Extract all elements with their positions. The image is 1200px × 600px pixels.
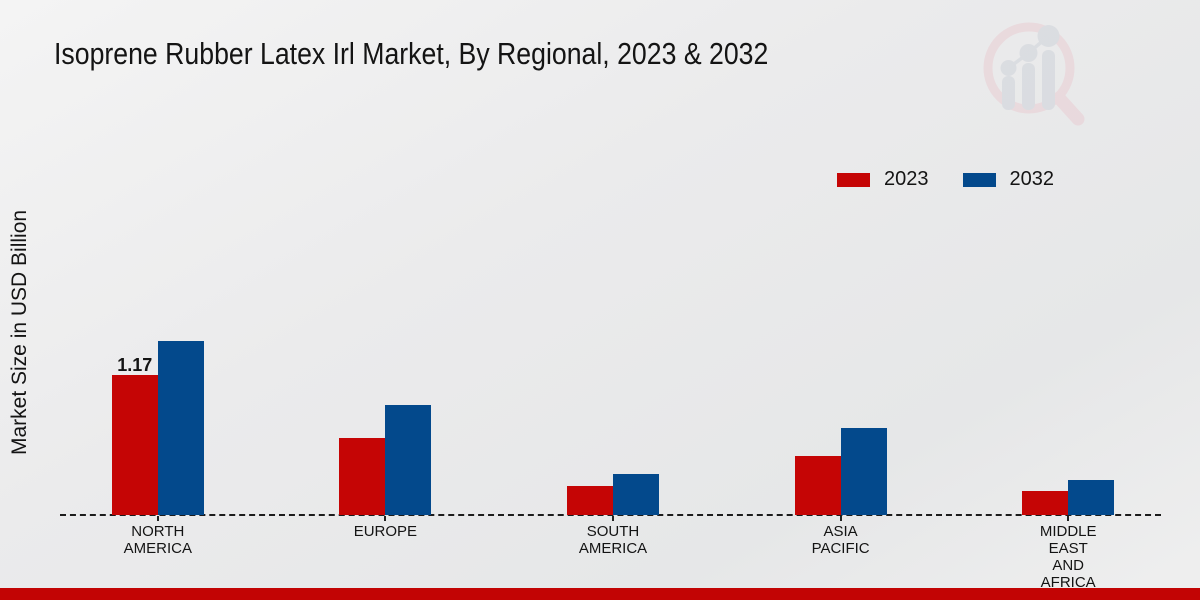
bar-2032-south-america <box>613 474 659 515</box>
bar-2032-asia-pacific <box>840 428 887 515</box>
bar-2032-middle-east-and-africa <box>1068 480 1115 515</box>
x-axis-label-line: EAST <box>1048 540 1088 557</box>
x-axis-label-line: PACIFIC <box>811 540 870 557</box>
x-axis-label-line: ASIA <box>823 523 858 540</box>
legend: 2023 2032 <box>837 168 1054 191</box>
bar-2032-europe <box>385 405 432 515</box>
x-axis-label-europe: EUROPE <box>305 523 465 540</box>
x-axis-label-line: EUROPE <box>353 523 418 540</box>
x-axis-label-line: AFRICA <box>1040 574 1096 591</box>
bar-2023-middle-east-and-africa <box>1022 491 1069 515</box>
x-axis-label-line: NORTH <box>131 523 185 540</box>
footer-accent-bar <box>0 588 1200 600</box>
x-axis-label-line: MIDDLE <box>1039 523 1097 540</box>
legend-item-2032: 2032 <box>962 168 1055 191</box>
legend-item-2023: 2023 <box>837 168 929 191</box>
x-axis-tick <box>1067 516 1070 521</box>
x-axis-line <box>60 514 1161 516</box>
bar-2023-north-america <box>111 375 158 515</box>
bar-2023-south-america <box>567 486 613 515</box>
x-axis-tick <box>839 516 842 521</box>
bar-growth-icon <box>1000 25 1060 110</box>
x-axis-tick <box>612 516 614 521</box>
legend-label-2032: 2032 <box>1009 168 1055 190</box>
x-axis-label-south-america: SOUTH AMERICA <box>533 523 693 557</box>
x-axis-label-middle-east-and-africa: MIDDLE EAST AND AFRICA <box>988 523 1148 591</box>
magnifier-handle-icon <box>1052 91 1085 126</box>
bar-2023-asia-pacific <box>794 456 841 515</box>
legend-swatch-2032 <box>962 172 996 187</box>
bar-2023-europe <box>339 438 386 515</box>
x-axis-label-line: SOUTH <box>586 523 640 540</box>
y-axis-title: Market Size in USD Billion <box>8 209 31 455</box>
brand-logo-watermark <box>983 22 1085 126</box>
bar-value-label: 1.17 <box>117 355 153 375</box>
x-axis-label-north-america: NORTH AMERICA <box>78 523 238 557</box>
x-axis-label-line: AMERICA <box>123 540 192 557</box>
bar-2032-north-america <box>157 341 204 515</box>
legend-label-2023: 2023 <box>884 168 929 190</box>
x-axis-label-line: AMERICA <box>578 540 648 557</box>
legend-swatch-2023 <box>837 172 870 187</box>
x-axis-label-asia-pacific: ASIA PACIFIC <box>761 523 921 557</box>
x-axis-tick <box>156 516 159 521</box>
x-axis-tick <box>384 516 387 521</box>
chart-title: Isoprene Rubber Latex Irl Market, By Reg… <box>54 36 769 71</box>
x-axis-label-line: AND <box>1052 557 1085 574</box>
